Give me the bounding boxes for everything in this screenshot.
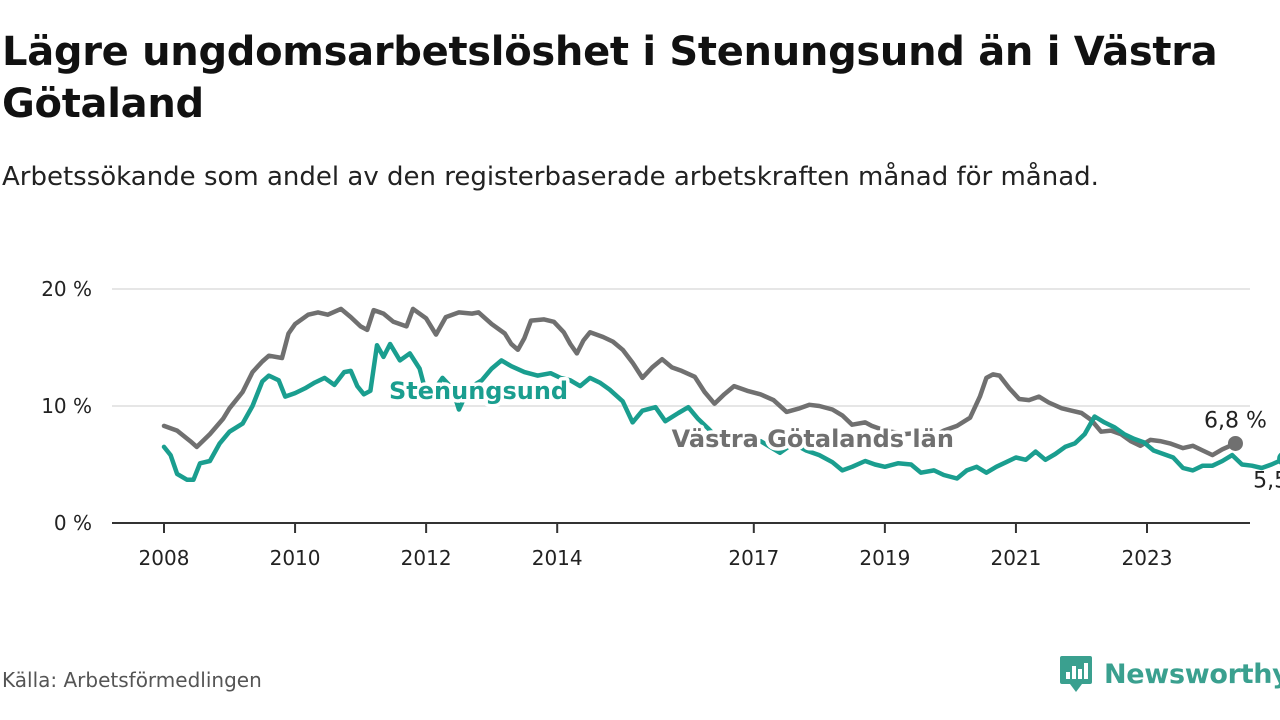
- y-tick-label: 10 %: [41, 394, 92, 418]
- brand-logo[interactable]: Newsworthy: [1058, 652, 1280, 696]
- y-tick-label: 0 %: [54, 511, 92, 535]
- x-tick-label: 2019: [859, 546, 910, 570]
- end-point-stenungsund: [1277, 452, 1280, 465]
- series-line-vastra-gotaland: [161, 306, 1238, 458]
- end-value-label-vastra-gotaland: 6,8 %: [1204, 408, 1267, 433]
- x-tick-label: 2012: [401, 546, 452, 570]
- series-label-stenungsund: Stenungsund: [389, 377, 568, 405]
- source-note: Källa: Arbetsförmedlingen: [2, 668, 262, 692]
- x-tick-label: 2021: [990, 546, 1041, 570]
- brand-name: Newsworthy: [1104, 658, 1280, 690]
- end-value-label-stenungsund: 5,5 %: [1253, 469, 1280, 494]
- x-tick-label: 2010: [270, 546, 321, 570]
- y-tick-label: 20 %: [41, 277, 92, 301]
- x-tick-label: 2023: [1122, 546, 1173, 570]
- chart-subtitle: Arbetssökande som andel av den registerb…: [2, 162, 1099, 192]
- series-label-vastra-gotaland: Västra Götalands län: [672, 425, 954, 453]
- newsworthy-logo-icon: [1060, 656, 1092, 692]
- series-line-stenungsund: [161, 341, 1280, 482]
- x-tick-label: 2008: [139, 546, 190, 570]
- x-tick-label: 2017: [728, 546, 779, 570]
- x-tick-label: 2014: [532, 546, 583, 570]
- chart-title: Lägre ungdomsarbetslöshet i Stenungsund …: [2, 29, 1218, 127]
- end-point-vastra-gotaland: [1227, 435, 1243, 451]
